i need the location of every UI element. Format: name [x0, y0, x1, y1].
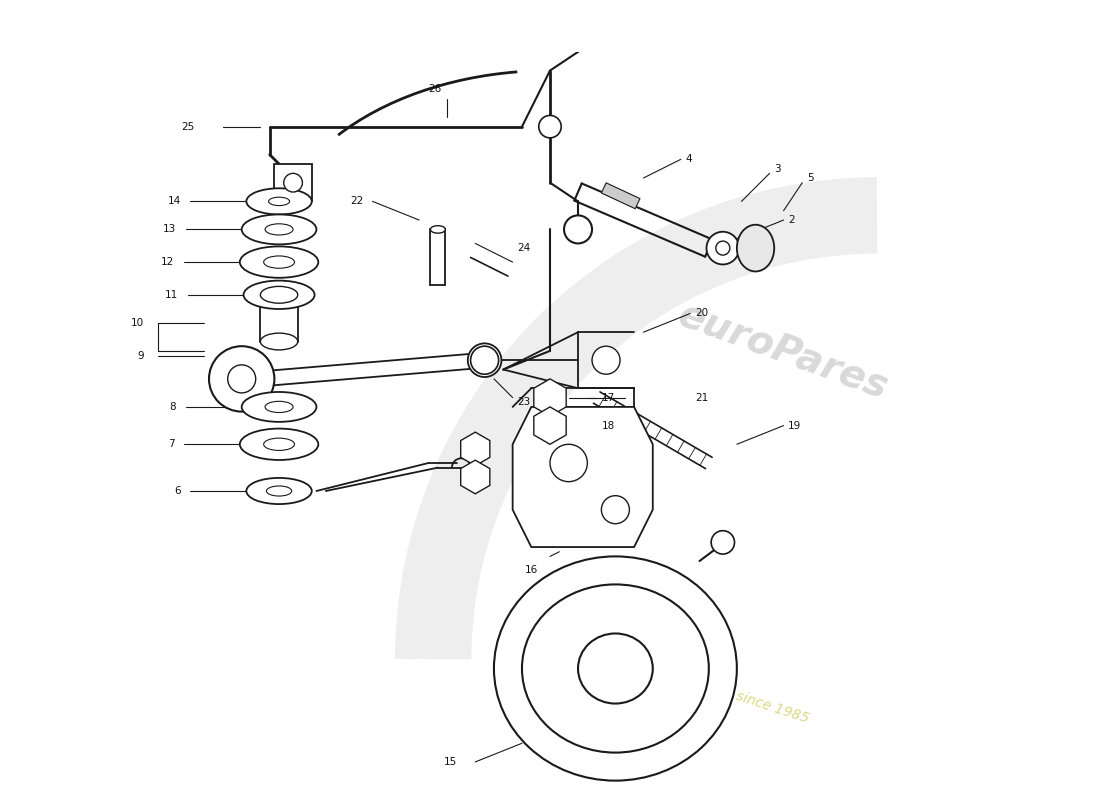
Ellipse shape — [706, 232, 739, 265]
Ellipse shape — [266, 486, 292, 496]
Ellipse shape — [246, 478, 311, 504]
Circle shape — [209, 346, 274, 411]
Text: 2: 2 — [789, 215, 795, 225]
Text: 19: 19 — [789, 421, 802, 430]
Bar — [274, 164, 311, 202]
Ellipse shape — [242, 214, 317, 244]
Text: 16: 16 — [525, 566, 538, 575]
Ellipse shape — [522, 585, 708, 753]
Ellipse shape — [264, 256, 295, 268]
Ellipse shape — [261, 286, 298, 303]
Ellipse shape — [264, 438, 295, 450]
Text: 7: 7 — [168, 439, 175, 450]
Text: 25: 25 — [182, 122, 195, 132]
Ellipse shape — [716, 241, 729, 255]
Text: 15: 15 — [443, 757, 456, 767]
Circle shape — [228, 365, 255, 393]
Text: 11: 11 — [165, 290, 178, 300]
Ellipse shape — [494, 556, 737, 781]
Ellipse shape — [242, 392, 317, 422]
Text: 13: 13 — [163, 225, 176, 234]
Text: 9: 9 — [138, 350, 144, 361]
Text: 14: 14 — [167, 196, 182, 206]
Circle shape — [564, 215, 592, 243]
Text: 23: 23 — [517, 398, 530, 407]
Ellipse shape — [578, 634, 652, 703]
Ellipse shape — [430, 226, 446, 233]
Ellipse shape — [265, 289, 293, 301]
Circle shape — [564, 10, 592, 38]
Text: 17: 17 — [602, 393, 615, 402]
Text: 1: 1 — [648, 0, 654, 1]
Text: 18: 18 — [602, 421, 615, 430]
Ellipse shape — [265, 224, 293, 235]
Ellipse shape — [265, 402, 293, 413]
Ellipse shape — [246, 188, 311, 214]
Ellipse shape — [712, 530, 735, 554]
Text: euroPares: euroPares — [673, 295, 894, 406]
Ellipse shape — [240, 246, 318, 278]
Ellipse shape — [268, 197, 289, 206]
Text: 12: 12 — [162, 257, 175, 267]
Circle shape — [550, 444, 587, 482]
Text: 3: 3 — [774, 164, 781, 174]
Text: 21: 21 — [695, 393, 708, 402]
Text: 6: 6 — [174, 486, 182, 496]
Circle shape — [602, 496, 629, 524]
Circle shape — [592, 346, 620, 374]
Circle shape — [539, 115, 561, 138]
Text: 8: 8 — [169, 402, 176, 412]
Text: 5: 5 — [807, 173, 814, 183]
Polygon shape — [513, 407, 652, 547]
Text: a passion for parts since 1985: a passion for parts since 1985 — [607, 648, 811, 726]
Text: 22: 22 — [350, 196, 363, 206]
Circle shape — [284, 174, 302, 192]
Text: 26: 26 — [429, 84, 442, 94]
Bar — [602, 183, 640, 209]
Text: 10: 10 — [131, 318, 144, 328]
Ellipse shape — [243, 281, 315, 309]
Text: 20: 20 — [695, 309, 708, 318]
Text: 24: 24 — [517, 243, 530, 253]
Ellipse shape — [261, 333, 298, 350]
Ellipse shape — [240, 429, 318, 460]
Text: 4: 4 — [685, 154, 692, 164]
Ellipse shape — [737, 225, 774, 271]
Circle shape — [471, 346, 498, 374]
Circle shape — [468, 343, 502, 377]
